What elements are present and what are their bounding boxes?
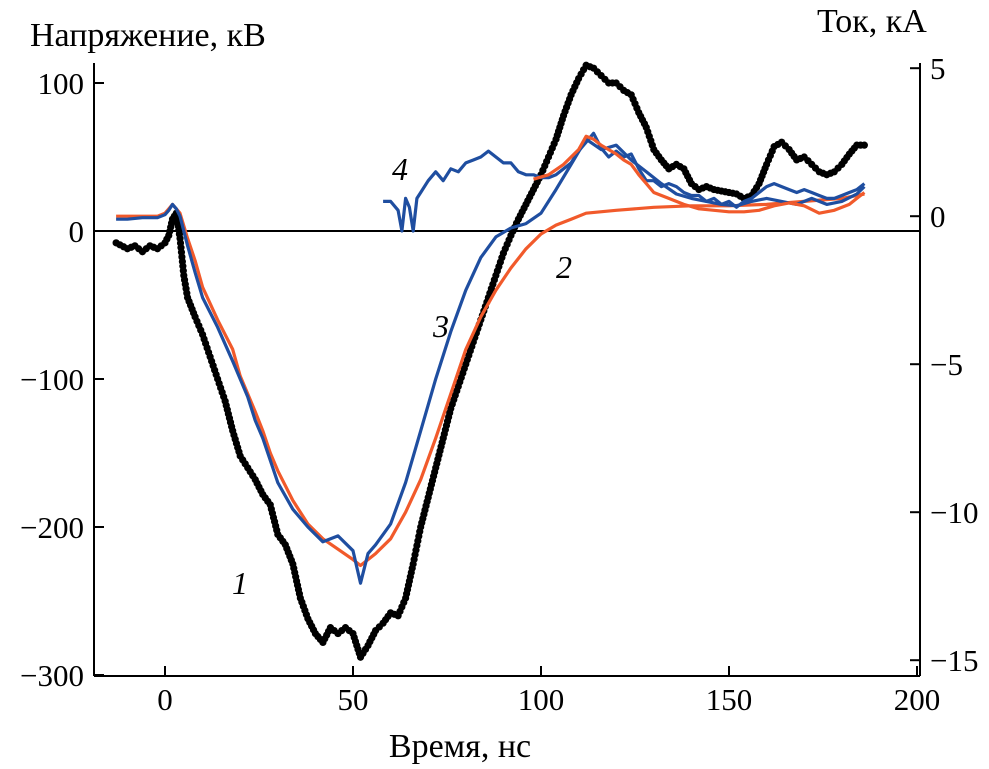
y-left-tick-label: −100 <box>20 362 84 397</box>
curve-label-2: 2 <box>556 249 572 285</box>
series-1 <box>112 61 868 661</box>
series-layer <box>112 61 868 661</box>
x-tick-label: 100 <box>518 682 565 717</box>
x-tick-label: 200 <box>894 682 941 717</box>
x-tick-label: 50 <box>338 682 369 717</box>
y-left-ticks: 100 0 −100 −200 −300 <box>20 66 104 693</box>
series-extra-4-line <box>533 134 866 215</box>
y-right-tick-label: −15 <box>930 643 978 678</box>
x-tick-label: 150 <box>706 682 753 717</box>
curve-label-1: 1 <box>232 565 248 601</box>
y-right-tick-label: −5 <box>930 347 963 382</box>
y-right-ticks: 5 0 −5 −10 −15 <box>910 51 978 678</box>
x-axis-label: Время, нс <box>389 728 531 765</box>
curve-label-3: 3 <box>432 308 449 344</box>
y-axis-right-label: Ток, кА <box>817 3 927 40</box>
data-point <box>860 141 868 149</box>
curve-label-4: 4 <box>392 151 408 187</box>
y-left-tick-label: 0 <box>69 214 85 249</box>
x-ticks: 0 50 100 150 200 <box>157 666 940 717</box>
y-left-tick-label: −200 <box>20 510 84 545</box>
y-left-tick-label: −300 <box>20 658 84 693</box>
y-right-tick-label: −10 <box>930 495 978 530</box>
series-4-line <box>383 131 866 233</box>
y-right-tick-label: 0 <box>930 199 946 234</box>
y-axis-left-label: Напряжение, кВ <box>30 17 266 54</box>
y-right-tick-label: 5 <box>930 51 946 86</box>
series-2-line <box>116 192 865 568</box>
y-left-tick-label: 100 <box>38 66 85 101</box>
x-tick-label: 0 <box>157 682 173 717</box>
